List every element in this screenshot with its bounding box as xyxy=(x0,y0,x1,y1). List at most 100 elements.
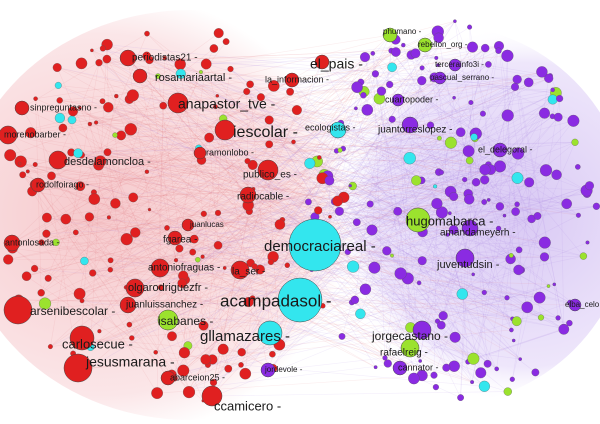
edge xyxy=(224,224,281,269)
edge xyxy=(205,51,397,360)
node xyxy=(438,169,444,175)
node xyxy=(426,121,435,129)
node xyxy=(360,92,367,99)
edge xyxy=(240,320,438,366)
edge xyxy=(400,142,452,274)
node xyxy=(67,115,77,125)
edge xyxy=(22,174,172,375)
edge xyxy=(139,75,442,173)
node xyxy=(354,106,358,111)
node xyxy=(524,177,535,188)
node xyxy=(513,264,524,276)
edge xyxy=(485,169,522,271)
edge xyxy=(163,105,325,175)
node xyxy=(244,158,251,165)
node xyxy=(112,132,118,138)
edge xyxy=(98,164,408,279)
node xyxy=(486,198,491,202)
node xyxy=(84,212,94,222)
node xyxy=(471,272,475,277)
edge xyxy=(411,54,501,167)
edge xyxy=(339,211,584,257)
edge xyxy=(80,216,90,348)
edge xyxy=(339,211,401,274)
edge xyxy=(246,91,249,206)
edge xyxy=(81,160,248,302)
edge xyxy=(247,131,461,162)
edge xyxy=(322,228,499,307)
edge xyxy=(167,87,358,321)
edge xyxy=(334,201,455,367)
node xyxy=(355,308,366,319)
node-label: abarceion25 - xyxy=(170,372,225,382)
edge xyxy=(156,256,274,394)
edge xyxy=(293,61,323,143)
edge xyxy=(57,67,454,197)
node-label: jordevole - xyxy=(264,365,303,374)
edge xyxy=(211,79,293,397)
node xyxy=(391,47,401,57)
edge xyxy=(182,31,439,276)
node xyxy=(102,54,112,64)
edge xyxy=(26,201,309,277)
edge xyxy=(57,112,545,161)
node xyxy=(433,184,438,189)
node xyxy=(511,316,522,327)
node xyxy=(547,94,558,105)
edge xyxy=(131,161,318,339)
node xyxy=(157,284,164,291)
node xyxy=(553,112,563,122)
edge xyxy=(403,45,451,214)
edge xyxy=(132,95,486,170)
node xyxy=(217,343,229,355)
edge xyxy=(59,100,517,322)
edge xyxy=(132,95,485,203)
edge xyxy=(11,188,254,244)
node xyxy=(494,366,499,372)
node xyxy=(485,61,492,68)
edge xyxy=(521,142,576,271)
node-label: ecologistas - xyxy=(305,122,356,132)
node xyxy=(585,240,590,245)
edge xyxy=(98,46,473,63)
edge xyxy=(322,137,440,261)
node xyxy=(52,63,62,72)
edge xyxy=(248,204,542,318)
edge xyxy=(99,229,454,332)
edge xyxy=(127,57,249,196)
node xyxy=(419,65,425,71)
node xyxy=(103,102,114,113)
edge xyxy=(131,119,270,339)
edge xyxy=(174,262,251,379)
node xyxy=(69,325,95,351)
edge xyxy=(209,137,505,216)
node xyxy=(568,298,582,312)
edge xyxy=(411,54,474,275)
edge xyxy=(334,91,365,202)
edge xyxy=(340,142,576,151)
edge xyxy=(172,97,241,271)
edge xyxy=(71,147,199,153)
edge xyxy=(30,78,549,133)
edge xyxy=(81,99,553,156)
edge xyxy=(367,109,516,212)
node xyxy=(256,93,265,102)
node xyxy=(119,49,137,67)
edge xyxy=(409,124,511,260)
edge xyxy=(26,275,172,375)
node xyxy=(177,364,190,377)
node xyxy=(181,218,195,232)
node xyxy=(480,175,490,185)
edge xyxy=(410,285,549,328)
edge xyxy=(341,302,353,337)
edge xyxy=(130,51,396,130)
edge xyxy=(253,31,438,190)
edge xyxy=(343,79,518,198)
edge xyxy=(329,138,476,218)
node xyxy=(412,320,432,340)
edge xyxy=(360,125,431,314)
node xyxy=(56,97,63,104)
node xyxy=(25,169,30,174)
edge xyxy=(55,51,397,243)
